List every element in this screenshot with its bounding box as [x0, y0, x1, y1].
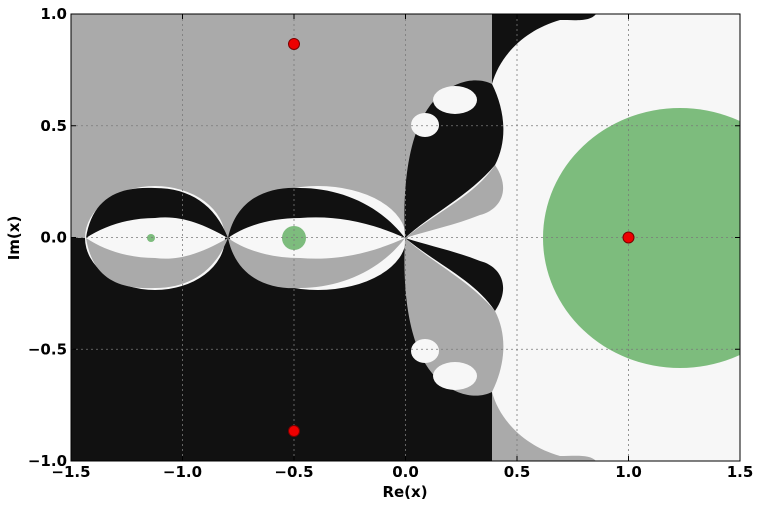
petal-lower-dark [405, 238, 504, 311]
x-tick-label: −0.5 [274, 463, 313, 481]
petal-upper-top [492, 14, 596, 84]
x-tick-label: 0.0 [392, 463, 419, 481]
y-tick-label: −0.5 [28, 340, 67, 358]
lobe-lower-2 [411, 339, 439, 363]
convergence-region-small [147, 234, 155, 242]
y-axis-label: Im(x) [5, 216, 23, 261]
y-tick-label: 0.5 [40, 117, 67, 135]
petal-lower-bottom [492, 392, 596, 461]
lobe-upper-2 [411, 113, 439, 137]
grid [71, 14, 740, 461]
root-marker [288, 37, 300, 50]
lobe-lower-3 [529, 424, 561, 448]
x-axis: −1.5 −1.0 −0.5 0.0 0.5 1.0 1.5 [51, 14, 753, 481]
lobe-upper-1 [433, 86, 477, 114]
y-tick-label: 1.0 [40, 5, 67, 23]
x-tick-label: −1.5 [51, 463, 90, 481]
convergence-region-real-root [543, 108, 740, 368]
root-marker [622, 231, 635, 244]
plot-area [71, 14, 740, 461]
convergence-region-center [282, 226, 306, 250]
y-tick-label: 0.0 [40, 229, 67, 247]
x-axis-label: Re(x) [382, 483, 427, 501]
bulb-left-inner-bottom [228, 238, 405, 289]
bulb-left-outer-bottom [86, 238, 228, 289]
x-tick-label: −1.0 [163, 463, 202, 481]
y-tick-label: −1.0 [28, 452, 67, 470]
bulb-left-inner-top [228, 187, 405, 238]
roots [288, 37, 635, 438]
x-tick-label: 1.5 [727, 463, 754, 481]
bulb-left-outer-top [86, 187, 228, 238]
y-axis: −1.0 −0.5 0.0 0.5 1.0 [28, 5, 740, 470]
lobe-lower-1 [433, 362, 477, 390]
x-tick-label: 1.0 [615, 463, 642, 481]
lobe-upper-3 [529, 28, 561, 52]
root-marker [288, 425, 300, 438]
petal-upper-light [405, 165, 504, 238]
x-tick-label: 0.5 [504, 463, 531, 481]
